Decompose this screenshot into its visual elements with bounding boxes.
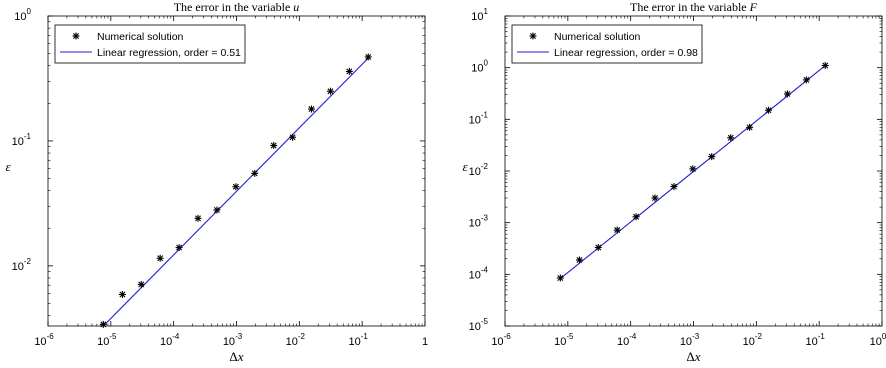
x-axis-label: Δx [229, 349, 243, 364]
data-point [708, 153, 716, 161]
x-tick-label: 10-4 [160, 332, 180, 348]
y-tick-label: 10-5 [469, 317, 489, 333]
data-point [764, 106, 772, 114]
x-tick-label: 10-3 [680, 332, 700, 348]
x-tick-label: 10-2 [743, 332, 763, 348]
y-tick-label: 10-1 [12, 132, 32, 148]
data-point [99, 320, 107, 328]
legend-label: Numerical solution [97, 31, 184, 43]
minor-ticks [48, 16, 425, 326]
data-point [137, 280, 145, 288]
regression-line [102, 57, 369, 327]
data-point [289, 133, 297, 141]
data-point [821, 62, 829, 70]
data-point [632, 213, 640, 221]
data-point [783, 90, 791, 98]
data-point [307, 105, 315, 113]
legend: Numerical solution Linear regression, ord… [511, 24, 703, 64]
minor-ticks [505, 16, 882, 326]
y-tick-label: 100 [14, 7, 31, 23]
x-tick-label: 10-4 [617, 332, 637, 348]
y-tick-label: 10-3 [469, 214, 489, 230]
data-point [118, 290, 126, 298]
y-axis-label: ε [5, 159, 11, 174]
x-tick-label: 10-5 [554, 332, 574, 348]
data-point [175, 244, 183, 252]
data-point [345, 67, 353, 75]
legend-box [54, 24, 246, 64]
data-point [364, 53, 372, 61]
y-tick-label: 10-2 [12, 257, 32, 273]
data-point [326, 87, 334, 95]
chart-title: The error in the variable F [630, 0, 758, 14]
data-point [194, 214, 202, 222]
y-tick-label: 100 [471, 59, 488, 75]
y-tick-label: 101 [471, 7, 488, 23]
data-point [251, 169, 259, 177]
legend-marker-icon [529, 32, 537, 40]
y-tick-label: 10-4 [469, 265, 489, 281]
data-point [689, 165, 697, 173]
x-tick-label: 10-3 [223, 332, 243, 348]
data-point [232, 183, 240, 191]
data-point [156, 254, 164, 262]
x-tick-label: 10-5 [97, 332, 117, 348]
data-point [651, 194, 659, 202]
x-tick-label: 10-6 [491, 332, 511, 348]
y-tick-label: 10-1 [469, 110, 489, 126]
legend-label: Linear regression, order = 0.98 [554, 47, 698, 59]
data-point [556, 274, 564, 282]
data-point [802, 76, 810, 84]
x-tick-label: 10-2 [286, 332, 306, 348]
x-axis-label: Δx [686, 349, 700, 364]
chart-title: The error in the variable u [174, 0, 300, 14]
legend-label: Numerical solution [554, 31, 641, 43]
x-tick-label: 10-6 [34, 332, 54, 348]
legend-box [511, 24, 703, 64]
x-tick-label: 1 [422, 336, 428, 348]
chart-panel-2: 10-6 10-5 10-4 10-3 10-2 10-1 10010-510-410-31… [462, 0, 886, 364]
y-tick-label: 10-2 [469, 162, 489, 178]
chart-panel-1: 10-6 10-5 10-4 10-3 10-2 10-1 1 10-2 10-1 100 The … [5, 0, 428, 364]
data-point [270, 141, 278, 149]
data-point [594, 244, 602, 252]
data-point [670, 183, 678, 191]
data-point [213, 206, 221, 214]
x-tick-label: 10-1 [805, 332, 825, 348]
x-tick-label: 100 [870, 332, 886, 348]
data-point [746, 123, 754, 131]
legend-marker-icon [72, 32, 80, 40]
x-tick-label: 10-1 [348, 332, 368, 348]
data-point [613, 226, 621, 234]
data-point [575, 256, 583, 264]
data-point [727, 134, 735, 142]
legend: Numerical solution Linear regression, ord… [54, 24, 246, 64]
y-axis-label: ε [462, 159, 468, 174]
legend-label: Linear regression, order = 0.51 [97, 47, 241, 59]
